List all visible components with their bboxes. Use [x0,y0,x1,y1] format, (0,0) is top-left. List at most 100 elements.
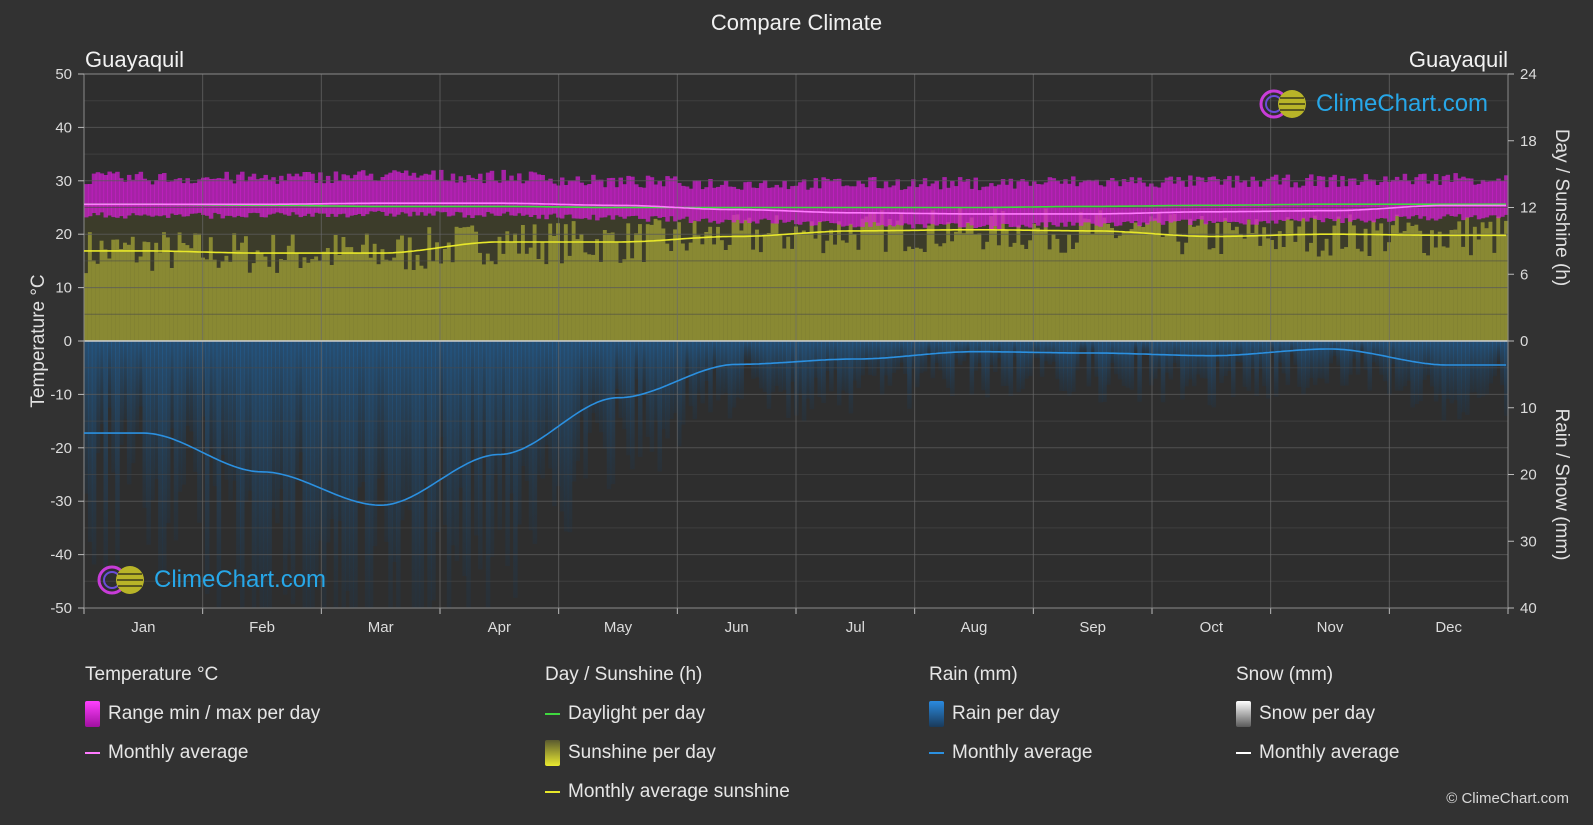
temperature-range-bar [684,186,690,217]
rain-day-bar [1102,341,1107,402]
rain-day-bar [1246,341,1252,391]
legend-snow-per-day-label: Snow per day [1259,702,1376,724]
temperature-range-bar [993,186,998,226]
sunshine-day-bar [1359,251,1365,341]
rain-day-bar [1496,341,1501,362]
sunshine-day-bar [868,212,873,341]
sunshine-day-bar [1273,249,1279,341]
temperature-range-bar [419,175,425,213]
rain-day-bar [279,341,284,490]
rain-day-bar [1149,341,1154,386]
sunshine-day-bar [751,249,756,341]
legend-rain: Rain (mm) Rain per day Monthly average [929,664,1092,780]
temperature-range-bar [559,177,565,219]
sunshine-day-bar [985,241,990,341]
y-left-tick-label: -50 [50,600,72,617]
y-left-tick-label: -10 [50,386,72,403]
temperature-range-bar [1086,179,1092,223]
temperature-range-bar [474,179,479,216]
sunshine-day-bar [466,226,471,341]
temperature-range-bar [649,177,655,217]
temperature-range-bar [661,186,666,217]
rain-day-bar [1273,341,1279,397]
rain-day-bar [1262,341,1267,387]
rain-day-bar [739,341,744,399]
rain-day-bar [848,341,854,414]
temperature-range-bar [1137,177,1142,227]
temperature-range-bar [1254,180,1259,225]
sunshine-day-bar [544,264,549,341]
rain-day-bar [1472,341,1478,393]
rain-day-bar [887,341,893,386]
rain-day-bar [1379,341,1384,375]
sunshine-day-bar [388,260,393,341]
temperature-range-bar [478,173,483,216]
sunshine-day-bar [1078,211,1084,341]
temperature-range-bar [712,187,717,221]
temperature-range-bar [587,184,592,220]
y-right-bottom-tick-label: 30 [1520,533,1537,550]
sunshine-day-bar [1383,251,1388,341]
sunshine-day-bar [279,259,284,341]
rain-day-bar [220,341,226,455]
rain-day-bar [957,341,963,366]
temperature-range-bar [1082,180,1088,223]
climechart-logo-icon [97,565,144,595]
sunshine-day-bar [130,236,136,341]
rain-day-bar [450,341,456,546]
sunshine-day-bar [1301,217,1306,341]
climate-chart: 50 40 30 20 10 0 -10 -20 -30 -40 -50 24 18 12 6 0 10 20 30… [28,66,1572,636]
rain-day-bar [1234,341,1240,362]
rain-day-bar [723,341,729,393]
temperature-range-bar [431,170,436,216]
rain-day-bar [138,341,144,407]
rain-day-bar [134,341,140,432]
sunshine-day-bar [864,216,869,341]
rain-day-bar [1121,341,1127,386]
sunshine-day-bar [540,242,545,341]
temperature-range-bar [1484,181,1490,218]
sunshine-day-bar [532,224,538,341]
sunshine-day-bar [610,232,616,341]
sunshine-day-bar [950,241,955,341]
rain-day-bar [747,341,752,361]
rain-day-bar [727,341,733,419]
temperature-range-bar [236,174,241,216]
temperature-range-bar [466,175,471,216]
rain-day-bar [1051,341,1057,362]
temperature-range-bar [673,176,678,222]
sunshine-day-bar [735,214,741,341]
temperature-range-bar [856,180,861,227]
sunshine-day-bar [856,249,861,341]
temperature-range-bar [1394,176,1400,217]
sunshine-day-bar [368,257,374,341]
rain-day-bar [290,341,296,605]
legend-sunshine-per-day: Sunshine per day [545,739,790,766]
rain-day-bar [1445,341,1451,399]
rain-day-bar [1016,341,1021,393]
sunshine-day-bar [1211,248,1216,341]
sunshine-day-bar [942,243,947,341]
location-left-label: Guayaquil [85,47,185,72]
sunshine-day-bar [208,237,214,341]
rain-day-bar [618,341,623,418]
rain-day-bar [1359,341,1365,352]
rain-day-bar [1504,341,1509,416]
legend-temperature-avg-label: Monthly average [108,741,249,763]
sunshine-avg-swatch [545,790,560,793]
temperature-range-bar [1227,176,1232,223]
sunshine-day-bar [946,222,951,341]
rain-day-bar [169,341,175,429]
rain-day-bar [914,341,920,388]
temperature-range-bar [965,179,971,224]
rain-day-bar [115,341,120,563]
sunshine-day-bar [860,218,865,341]
rain-day-bar [1180,341,1185,400]
temperature-range-bar [462,182,467,218]
temperature-range-bar [439,169,444,213]
sunshine-day-bar [716,226,721,341]
sunshine-day-bar [505,231,510,341]
rain-day-bar [1476,341,1482,398]
sunshine-day-bar [829,229,834,341]
temperature-range-bar [1160,182,1166,225]
